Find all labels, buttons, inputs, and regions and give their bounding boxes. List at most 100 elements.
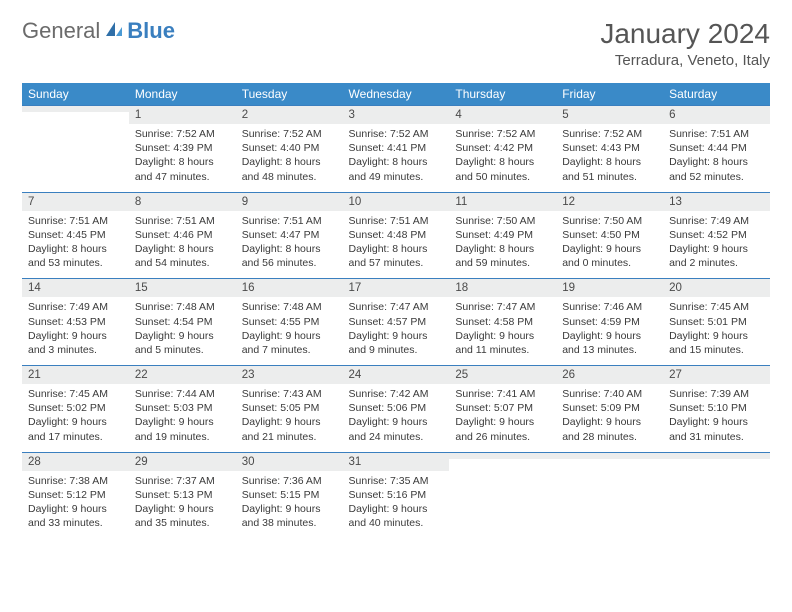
day-number: 23: [236, 366, 343, 384]
day-details: Sunrise: 7:47 AMSunset: 4:58 PMDaylight:…: [449, 297, 556, 365]
day-details: Sunrise: 7:52 AMSunset: 4:41 PMDaylight:…: [343, 124, 450, 192]
day-details: Sunrise: 7:44 AMSunset: 5:03 PMDaylight:…: [129, 384, 236, 452]
calendar-body: 1Sunrise: 7:52 AMSunset: 4:39 PMDaylight…: [22, 106, 770, 539]
day-details: Sunrise: 7:35 AMSunset: 5:16 PMDaylight:…: [343, 471, 450, 539]
day-cell: 19Sunrise: 7:46 AMSunset: 4:59 PMDayligh…: [556, 279, 663, 366]
day-details: Sunrise: 7:41 AMSunset: 5:07 PMDaylight:…: [449, 384, 556, 452]
day-cell: 27Sunrise: 7:39 AMSunset: 5:10 PMDayligh…: [663, 366, 770, 453]
day-details: [556, 459, 663, 517]
week-row: 28Sunrise: 7:38 AMSunset: 5:12 PMDayligh…: [22, 452, 770, 538]
week-row: 1Sunrise: 7:52 AMSunset: 4:39 PMDaylight…: [22, 106, 770, 193]
day-number: 24: [343, 366, 450, 384]
day-details: Sunrise: 7:50 AMSunset: 4:50 PMDaylight:…: [556, 211, 663, 279]
col-saturday: Saturday: [663, 83, 770, 106]
day-cell: 4Sunrise: 7:52 AMSunset: 4:42 PMDaylight…: [449, 106, 556, 193]
day-details: Sunrise: 7:51 AMSunset: 4:47 PMDaylight:…: [236, 211, 343, 279]
day-details: Sunrise: 7:42 AMSunset: 5:06 PMDaylight:…: [343, 384, 450, 452]
day-number: 8: [129, 193, 236, 211]
day-details: Sunrise: 7:49 AMSunset: 4:53 PMDaylight:…: [22, 297, 129, 365]
day-number: 20: [663, 279, 770, 297]
day-cell: 14Sunrise: 7:49 AMSunset: 4:53 PMDayligh…: [22, 279, 129, 366]
day-cell: 21Sunrise: 7:45 AMSunset: 5:02 PMDayligh…: [22, 366, 129, 453]
day-details: Sunrise: 7:37 AMSunset: 5:13 PMDaylight:…: [129, 471, 236, 539]
day-cell: 23Sunrise: 7:43 AMSunset: 5:05 PMDayligh…: [236, 366, 343, 453]
week-row: 7Sunrise: 7:51 AMSunset: 4:45 PMDaylight…: [22, 192, 770, 279]
day-number: 6: [663, 106, 770, 124]
day-number: 9: [236, 193, 343, 211]
day-details: Sunrise: 7:40 AMSunset: 5:09 PMDaylight:…: [556, 384, 663, 452]
day-details: [22, 112, 129, 170]
col-monday: Monday: [129, 83, 236, 106]
day-cell: 5Sunrise: 7:52 AMSunset: 4:43 PMDaylight…: [556, 106, 663, 193]
day-number: 4: [449, 106, 556, 124]
day-cell: 24Sunrise: 7:42 AMSunset: 5:06 PMDayligh…: [343, 366, 450, 453]
day-details: Sunrise: 7:52 AMSunset: 4:42 PMDaylight:…: [449, 124, 556, 192]
day-number: 19: [556, 279, 663, 297]
day-cell: 13Sunrise: 7:49 AMSunset: 4:52 PMDayligh…: [663, 192, 770, 279]
logo-sail-icon: [104, 18, 124, 44]
day-number: 7: [22, 193, 129, 211]
day-number: 16: [236, 279, 343, 297]
day-number: 25: [449, 366, 556, 384]
day-cell: 10Sunrise: 7:51 AMSunset: 4:48 PMDayligh…: [343, 192, 450, 279]
day-number: 29: [129, 453, 236, 471]
day-details: Sunrise: 7:39 AMSunset: 5:10 PMDaylight:…: [663, 384, 770, 452]
day-cell: 3Sunrise: 7:52 AMSunset: 4:41 PMDaylight…: [343, 106, 450, 193]
day-details: Sunrise: 7:38 AMSunset: 5:12 PMDaylight:…: [22, 471, 129, 539]
day-number: 5: [556, 106, 663, 124]
day-details: Sunrise: 7:43 AMSunset: 5:05 PMDaylight:…: [236, 384, 343, 452]
day-details: Sunrise: 7:48 AMSunset: 4:54 PMDaylight:…: [129, 297, 236, 365]
day-details: Sunrise: 7:52 AMSunset: 4:43 PMDaylight:…: [556, 124, 663, 192]
day-cell: [22, 106, 129, 193]
day-number: 17: [343, 279, 450, 297]
day-details: Sunrise: 7:52 AMSunset: 4:39 PMDaylight:…: [129, 124, 236, 192]
day-number: 11: [449, 193, 556, 211]
day-cell: 22Sunrise: 7:44 AMSunset: 5:03 PMDayligh…: [129, 366, 236, 453]
day-cell: 2Sunrise: 7:52 AMSunset: 4:40 PMDaylight…: [236, 106, 343, 193]
day-cell: 7Sunrise: 7:51 AMSunset: 4:45 PMDaylight…: [22, 192, 129, 279]
logo: General Blue: [22, 18, 175, 44]
day-cell: 11Sunrise: 7:50 AMSunset: 4:49 PMDayligh…: [449, 192, 556, 279]
location: Terradura, Veneto, Italy: [600, 52, 770, 69]
day-cell: 20Sunrise: 7:45 AMSunset: 5:01 PMDayligh…: [663, 279, 770, 366]
day-cell: 12Sunrise: 7:50 AMSunset: 4:50 PMDayligh…: [556, 192, 663, 279]
day-details: Sunrise: 7:49 AMSunset: 4:52 PMDaylight:…: [663, 211, 770, 279]
day-details: Sunrise: 7:45 AMSunset: 5:02 PMDaylight:…: [22, 384, 129, 452]
day-cell: 26Sunrise: 7:40 AMSunset: 5:09 PMDayligh…: [556, 366, 663, 453]
day-cell: 30Sunrise: 7:36 AMSunset: 5:15 PMDayligh…: [236, 452, 343, 538]
day-number: 3: [343, 106, 450, 124]
day-details: Sunrise: 7:51 AMSunset: 4:48 PMDaylight:…: [343, 211, 450, 279]
day-number: 12: [556, 193, 663, 211]
col-wednesday: Wednesday: [343, 83, 450, 106]
day-number: 21: [22, 366, 129, 384]
day-details: Sunrise: 7:47 AMSunset: 4:57 PMDaylight:…: [343, 297, 450, 365]
day-number: 1: [129, 106, 236, 124]
title-block: January 2024 Terradura, Veneto, Italy: [600, 18, 770, 69]
week-row: 14Sunrise: 7:49 AMSunset: 4:53 PMDayligh…: [22, 279, 770, 366]
day-details: Sunrise: 7:52 AMSunset: 4:40 PMDaylight:…: [236, 124, 343, 192]
day-details: Sunrise: 7:50 AMSunset: 4:49 PMDaylight:…: [449, 211, 556, 279]
day-cell: 28Sunrise: 7:38 AMSunset: 5:12 PMDayligh…: [22, 452, 129, 538]
day-cell: 1Sunrise: 7:52 AMSunset: 4:39 PMDaylight…: [129, 106, 236, 193]
day-details: Sunrise: 7:45 AMSunset: 5:01 PMDaylight:…: [663, 297, 770, 365]
col-friday: Friday: [556, 83, 663, 106]
day-cell: [663, 452, 770, 538]
logo-general: General: [22, 18, 100, 44]
day-number: 22: [129, 366, 236, 384]
day-cell: 6Sunrise: 7:51 AMSunset: 4:44 PMDaylight…: [663, 106, 770, 193]
day-details: Sunrise: 7:36 AMSunset: 5:15 PMDaylight:…: [236, 471, 343, 539]
day-cell: [556, 452, 663, 538]
day-number: 13: [663, 193, 770, 211]
col-tuesday: Tuesday: [236, 83, 343, 106]
day-details: Sunrise: 7:51 AMSunset: 4:46 PMDaylight:…: [129, 211, 236, 279]
day-cell: 17Sunrise: 7:47 AMSunset: 4:57 PMDayligh…: [343, 279, 450, 366]
day-cell: [449, 452, 556, 538]
day-details: Sunrise: 7:51 AMSunset: 4:44 PMDaylight:…: [663, 124, 770, 192]
day-details: Sunrise: 7:51 AMSunset: 4:45 PMDaylight:…: [22, 211, 129, 279]
day-number: 10: [343, 193, 450, 211]
day-cell: 8Sunrise: 7:51 AMSunset: 4:46 PMDaylight…: [129, 192, 236, 279]
day-cell: 15Sunrise: 7:48 AMSunset: 4:54 PMDayligh…: [129, 279, 236, 366]
day-number: 26: [556, 366, 663, 384]
day-cell: 31Sunrise: 7:35 AMSunset: 5:16 PMDayligh…: [343, 452, 450, 538]
header-row: Sunday Monday Tuesday Wednesday Thursday…: [22, 83, 770, 106]
